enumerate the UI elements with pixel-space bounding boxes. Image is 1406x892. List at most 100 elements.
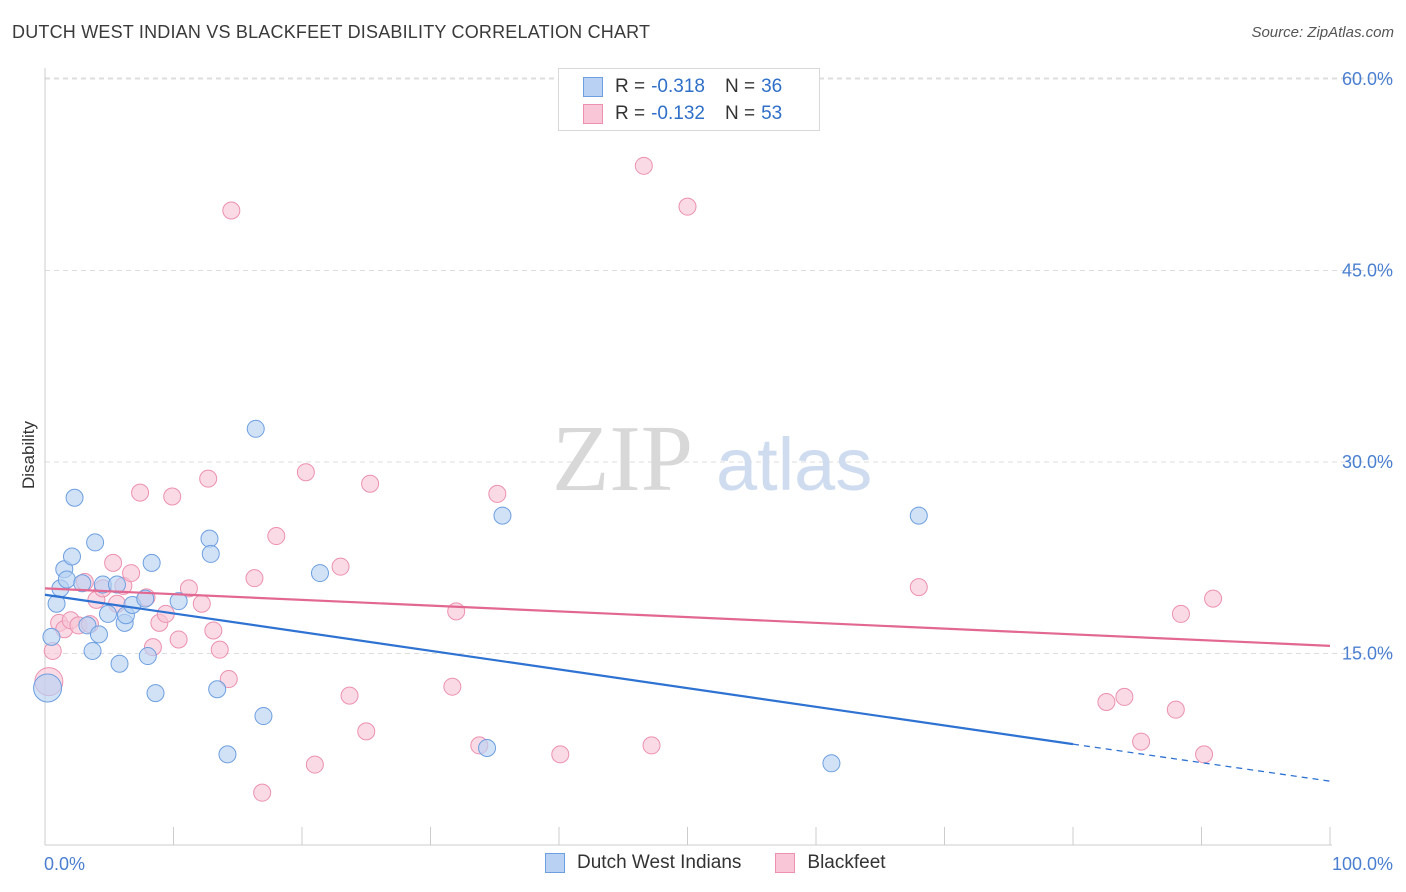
trend-lines [44, 587, 1331, 782]
dutch-west-indians-point [83, 641, 102, 660]
blackfeet-point [678, 197, 697, 216]
blackfeet-point [199, 469, 218, 488]
blackfeet-point [296, 463, 315, 482]
dutch-west-indians-point [493, 506, 512, 525]
dutch-west-indians-points [33, 419, 928, 773]
blackfeet-point [245, 569, 264, 588]
y-tick-label: 60.0% [1342, 69, 1393, 89]
blackfeet-trend-line [44, 587, 1331, 647]
blackfeet-point [179, 579, 198, 598]
series-legend-item-blackfeet[interactable]: Blackfeet [775, 852, 886, 874]
dutch-west-indians-point [146, 684, 165, 703]
blackfeet-point [305, 755, 324, 774]
dutch-west-indians-point [107, 575, 126, 594]
dutch-west-indians-point [138, 647, 157, 666]
dutch-west-indians-point [200, 529, 219, 548]
legend-n-label: N = [724, 103, 756, 124]
dutch-west-indians-point [110, 654, 129, 673]
dutch-west-indians-point [478, 738, 497, 757]
legend-n-label: N = [724, 76, 756, 97]
blackfeet-point [1097, 693, 1116, 712]
blackfeet-point [642, 736, 661, 755]
x-tick-label: 100.0% [1332, 854, 1393, 874]
legend-n-value: 53 [761, 103, 783, 124]
dutch-west-indians-point [86, 533, 105, 552]
legend-n-value: 36 [761, 76, 783, 97]
dutch-west-indians-point [310, 564, 329, 583]
dutch-west-indians-trend-line [44, 593, 1074, 746]
legend-swatch-pink [583, 104, 603, 124]
blackfeet-point [192, 594, 211, 613]
legend-r-label: R = [615, 76, 646, 97]
series-name: Dutch West Indians [577, 852, 742, 873]
blackfeet-point [1171, 604, 1190, 623]
blackfeet-point [1195, 745, 1214, 764]
chart-title: DUTCH WEST INDIAN VS BLACKFEET DISABILIT… [12, 22, 651, 42]
dutch-west-indians-point [218, 745, 237, 764]
blackfeet-point [551, 745, 570, 764]
blackfeet-point [1204, 589, 1223, 608]
dutch-west-indians-point [73, 574, 92, 593]
blackfeet-point [443, 677, 462, 696]
blackfeet-point [1115, 687, 1134, 706]
blackfeet-point [634, 156, 653, 175]
blackfeet-point [163, 487, 182, 506]
source-credit: Source: ZipAtlas.com [1251, 24, 1394, 41]
blackfeet-point [1132, 732, 1151, 751]
blackfeet-point [340, 686, 359, 705]
blackfeet-point [204, 621, 223, 640]
dutch-west-indians-point [208, 680, 227, 699]
axes [44, 68, 1332, 846]
legend-row-blackfeet: R = -0.132 N = 53 [583, 103, 782, 125]
watermark: ZIP atlas [552, 407, 872, 511]
y-tick-label: 30.0% [1342, 452, 1393, 472]
dutch-west-indians-point [89, 625, 108, 644]
dutch-west-indians-point [254, 707, 273, 726]
series-swatch-blue [545, 853, 565, 873]
blackfeet-point [1166, 700, 1185, 719]
blackfeet-point [361, 474, 380, 493]
blackfeet-point [104, 553, 123, 572]
blackfeet-point [357, 722, 376, 741]
dutch-west-indians-point [909, 506, 928, 525]
dutch-west-indians-point [169, 592, 188, 611]
blackfeet-point [131, 483, 150, 502]
blackfeet-point [169, 630, 188, 649]
series-name: Blackfeet [807, 852, 886, 873]
series-legend: Dutch West Indians Blackfeet [545, 852, 920, 874]
legend-r-value: -0.132 [651, 103, 705, 124]
gridlines [45, 77, 1395, 654]
dutch-west-indians-point [246, 419, 265, 438]
tick-labels: 15.0% 30.0% 45.0% 60.0% 0.0% 100.0% [44, 69, 1393, 874]
y-axis-label: Disability [19, 420, 38, 489]
blackfeet-point [331, 557, 350, 576]
dutch-west-indians-point [201, 544, 220, 563]
watermark-atlas: atlas [716, 423, 872, 506]
blackfeet-point [219, 670, 238, 689]
correlation-legend: R = -0.318 N = 36 R = -0.132 N = 53 [558, 68, 820, 131]
dutch-west-indians-point [42, 627, 61, 646]
blackfeet-point [909, 578, 928, 597]
blackfeet-point [222, 201, 241, 220]
y-tick-label: 15.0% [1342, 644, 1393, 664]
legend-r-label: R = [615, 103, 646, 124]
dutch-west-indians-point [62, 547, 81, 566]
blackfeet-point [210, 640, 229, 659]
legend-r-value: -0.318 [651, 76, 705, 97]
blackfeet-point [267, 527, 286, 546]
dutch-west-indians-point [65, 488, 84, 507]
dutch-west-indians-point [142, 553, 161, 572]
series-swatch-pink [775, 853, 796, 873]
dutch-west-indians-point [822, 754, 841, 773]
dutch-west-indians-point [57, 570, 76, 589]
blackfeet-point [253, 783, 272, 802]
x-tick-label: 0.0% [44, 854, 85, 874]
watermark-zip: ZIP [552, 407, 693, 511]
legend-row-dutch-west-indians: R = -0.318 N = 36 [583, 76, 782, 98]
dutch-west-indians-point [136, 589, 155, 608]
dutch-west-indians-point [98, 604, 117, 623]
legend-swatch-blue [583, 77, 603, 97]
series-legend-item-dutch-west-indians[interactable]: Dutch West Indians [545, 852, 741, 874]
blackfeet-point [488, 484, 507, 503]
